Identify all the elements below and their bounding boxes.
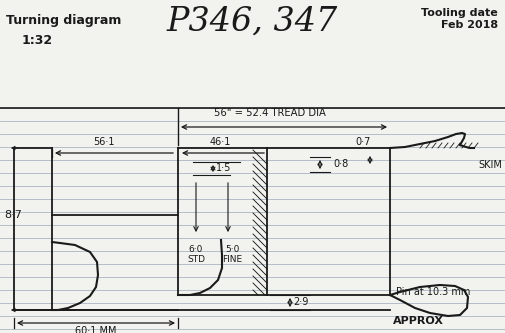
Text: 46·1: 46·1 (209, 137, 231, 147)
Text: 56" = 52.4 TREAD DIA: 56" = 52.4 TREAD DIA (214, 108, 326, 118)
Text: 2·9: 2·9 (293, 297, 309, 307)
Text: 1:32: 1:32 (22, 34, 53, 47)
Text: 1·5: 1·5 (216, 163, 231, 173)
Text: 0·7: 0·7 (356, 137, 371, 147)
Text: 0·8: 0·8 (333, 159, 348, 169)
Text: 60·1 MM: 60·1 MM (75, 326, 117, 333)
Text: 56·1: 56·1 (93, 137, 115, 147)
Text: Tooling date
Feb 2018: Tooling date Feb 2018 (421, 8, 498, 30)
Text: 8·7: 8·7 (4, 210, 22, 220)
Text: 5·0
FINE: 5·0 FINE (222, 245, 242, 264)
Text: Turning diagram: Turning diagram (6, 14, 121, 27)
Text: SKIM: SKIM (478, 160, 502, 170)
Text: APPROX: APPROX (392, 316, 443, 326)
Text: Pin at 10.3 mm: Pin at 10.3 mm (396, 287, 470, 297)
Text: P346, 347: P346, 347 (166, 6, 338, 38)
Text: 6·0
STD: 6·0 STD (187, 245, 205, 264)
